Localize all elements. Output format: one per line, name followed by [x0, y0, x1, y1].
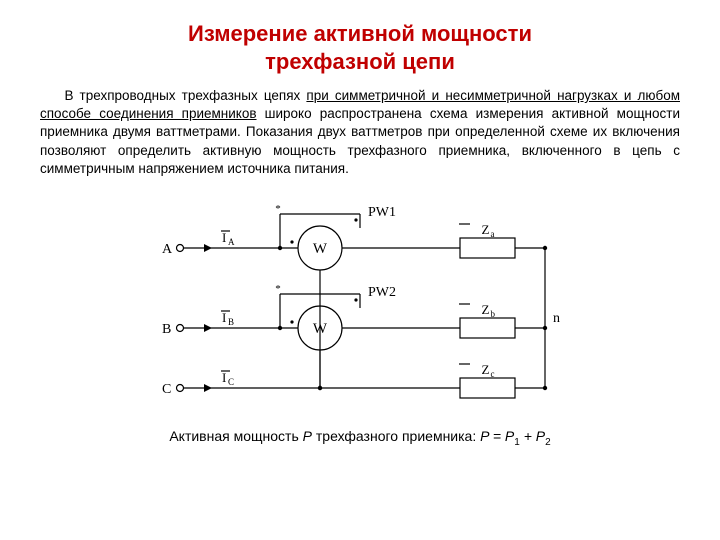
svg-text:*: * [275, 203, 281, 215]
formula-plus: + P [520, 428, 545, 444]
formula-line: Активная мощность P трехфазного приемник… [40, 428, 680, 448]
svg-text:c: c [491, 369, 495, 379]
svg-text:C: C [162, 382, 171, 397]
formula-P: P [303, 428, 312, 444]
svg-text:b: b [491, 309, 496, 319]
circuit-diagram: AWPW1*IAZaBWPW2*IBZbCICZcn [40, 188, 680, 418]
svg-text:n: n [553, 311, 560, 326]
formula-mid: трехфазного приемника: [312, 428, 480, 444]
svg-text:PW1: PW1 [368, 205, 396, 220]
svg-text:I: I [222, 310, 226, 325]
para-text-1: В трехпроводных трехфазных цепях [64, 88, 306, 103]
title-line-2: трехфазной цепи [265, 49, 455, 74]
svg-text:I: I [222, 230, 226, 245]
svg-text:I: I [222, 370, 226, 385]
formula-sub2: 2 [545, 437, 551, 448]
svg-text:Z: Z [482, 222, 490, 237]
formula-prefix: Активная мощность [169, 428, 302, 444]
svg-text:Z: Z [482, 362, 490, 377]
svg-text:A: A [162, 242, 173, 257]
svg-text:B: B [228, 317, 234, 327]
page-title: Измерение активной мощности трехфазной ц… [40, 20, 680, 75]
formula-eq: P = P [480, 428, 514, 444]
svg-text:a: a [491, 229, 495, 239]
svg-text:A: A [228, 237, 235, 247]
circuit-svg: AWPW1*IAZaBWPW2*IBZbCICZcn [150, 188, 570, 418]
svg-text:Z: Z [482, 302, 490, 317]
svg-text:PW2: PW2 [368, 285, 396, 300]
svg-text:C: C [228, 377, 234, 387]
body-paragraph: В трехпроводных трехфазных цепях при сим… [40, 87, 680, 178]
svg-text:*: * [275, 283, 281, 295]
svg-text:W: W [313, 321, 328, 337]
svg-text:B: B [162, 322, 171, 337]
title-line-1: Измерение активной мощности [188, 21, 532, 46]
svg-text:W: W [313, 241, 328, 257]
